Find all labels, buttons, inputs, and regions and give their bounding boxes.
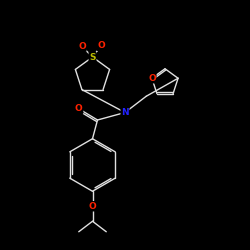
Text: O: O <box>78 42 86 51</box>
Text: O: O <box>75 104 82 113</box>
Text: N: N <box>121 108 129 117</box>
Text: S: S <box>89 52 96 62</box>
Text: O: O <box>98 41 105 50</box>
Text: O: O <box>148 74 156 83</box>
Text: O: O <box>88 202 96 211</box>
